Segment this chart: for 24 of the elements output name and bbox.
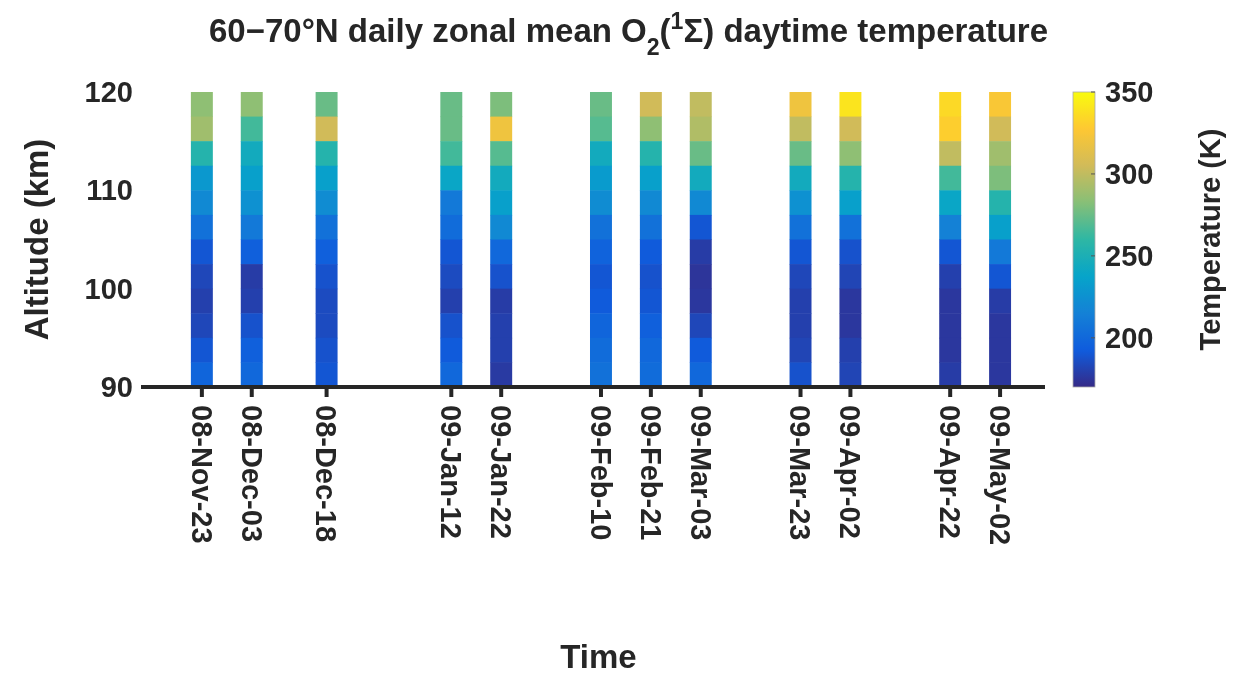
color-bar-label: 300 bbox=[1105, 158, 1154, 191]
color-bar-title: Temperature (K) bbox=[1194, 128, 1226, 351]
chart-title: 60−70°N daily zonal mean O$_{2}$($^{1}$Σ) daytime temperature bbox=[208, 8, 1049, 60]
x-tick-label: 09-Feb-21 bbox=[634, 405, 667, 541]
y-tick-label: 110 bbox=[86, 174, 133, 207]
x-tick-label: 09-Feb-10 bbox=[584, 405, 617, 541]
y-tick-label: 90 bbox=[100, 371, 133, 404]
color-bar-label: 200 bbox=[1105, 321, 1154, 354]
x-tick-label: 09-Apr-22 bbox=[934, 405, 967, 539]
y-tick-label: 100 bbox=[84, 272, 133, 305]
x-tick-label: 08-Dec-03 bbox=[235, 405, 268, 543]
x-tick-label: 09-Mar-23 bbox=[784, 405, 817, 541]
y-tick-label: 120 bbox=[84, 76, 133, 109]
x-tick-label: 09-Mar-03 bbox=[684, 405, 717, 541]
x-tick-label: 08-Nov-23 bbox=[185, 405, 218, 544]
x-axis-title: Time bbox=[560, 638, 637, 675]
x-tick-label: 09-Jan-12 bbox=[435, 405, 468, 539]
color-bar-label: 350 bbox=[1105, 76, 1154, 109]
x-tick-label: 09-Jan-22 bbox=[485, 405, 518, 539]
color-bar-label: 250 bbox=[1105, 240, 1154, 273]
x-tick-label: 09-Apr-02 bbox=[834, 405, 867, 539]
x-tick-label: 08-Dec-18 bbox=[310, 405, 343, 543]
y-axis-title: Altitude (km) bbox=[18, 138, 55, 341]
x-tick-label: 09-May-02 bbox=[983, 405, 1016, 546]
